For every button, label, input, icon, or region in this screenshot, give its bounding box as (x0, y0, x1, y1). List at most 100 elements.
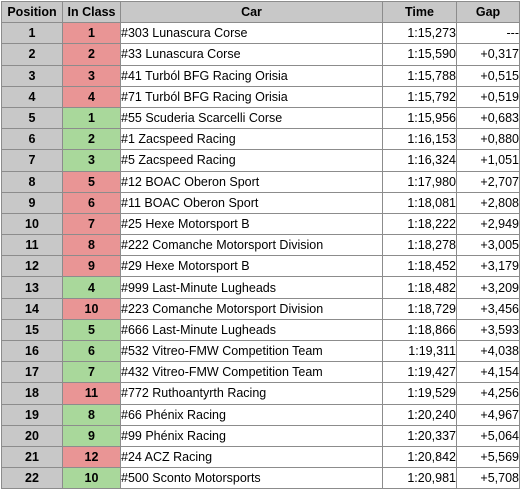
in-class-cell: 5 (62, 170, 121, 193)
in-class-cell: 4 (62, 85, 121, 108)
table-body: 1 1 #303 Lunascura Corse 1:15,273 --- 2 2 #33 L… (1, 22, 520, 490)
time-cell: 1:19,311 (382, 339, 457, 363)
in-class-cell: 7 (62, 212, 121, 236)
in-class-cell: 9 (62, 255, 121, 278)
header-position: Position (1, 0, 63, 24)
position-cell: 5 (1, 106, 63, 130)
in-class-cell: 12 (62, 445, 121, 469)
car-cell: #666 Last-Minute Lugheads (120, 318, 383, 342)
position-cell: 1 (1, 22, 63, 45)
gap-cell: +2,707 (456, 170, 520, 193)
in-class-cell: 1 (62, 106, 121, 130)
position-cell: 20 (1, 424, 63, 447)
car-cell: #772 Ruthoantyrth Racing (120, 382, 383, 405)
gap-cell: +4,038 (456, 339, 520, 363)
position-cell: 13 (1, 276, 63, 299)
car-cell: #66 Phénix Racing (120, 403, 383, 426)
car-cell: #55 Scuderia Scarcelli Corse (120, 106, 383, 130)
time-cell: 1:20,842 (382, 445, 457, 469)
gap-cell: +5,064 (456, 424, 520, 447)
car-cell: #303 Lunascura Corse (120, 22, 383, 45)
table-row: 13 4 #999 Last-Minute Lugheads 1:18,482 +3,2… (1, 276, 520, 299)
time-cell: 1:15,956 (382, 106, 457, 130)
table-row: 5 1 #55 Scuderia Scarcelli Corse 1:15,956 +0… (1, 106, 520, 130)
position-cell: 18 (1, 382, 63, 405)
position-cell: 9 (1, 191, 63, 214)
time-cell: 1:18,081 (382, 191, 457, 214)
header-in-class: In Class (62, 0, 121, 24)
in-class-cell: 6 (62, 191, 121, 214)
table-row: 2 2 #33 Lunascura Corse 1:15,590 +0,317 (1, 43, 520, 66)
gap-cell: +3,179 (456, 255, 520, 278)
table-row: 16 6 #532 Vitreo-FMW Competition Team 1:19,… (1, 339, 520, 363)
position-cell: 8 (1, 170, 63, 193)
car-cell: #25 Hexe Motorsport B (120, 212, 383, 236)
position-cell: 2 (1, 43, 63, 66)
table-row: 6 2 #1 Zacspeed Racing 1:16,153 +0,880 (1, 128, 520, 151)
gap-cell: +0,683 (456, 106, 520, 130)
gap-cell: +3,209 (456, 276, 520, 299)
in-class-cell: 8 (62, 403, 121, 426)
in-class-cell: 6 (62, 339, 121, 363)
time-cell: 1:18,452 (382, 255, 457, 278)
time-cell: 1:15,792 (382, 85, 457, 108)
gap-cell: +3,005 (456, 234, 520, 257)
position-cell: 14 (1, 297, 63, 320)
header-gap: Gap (456, 0, 520, 24)
time-cell: 1:17,980 (382, 170, 457, 193)
table-row: 17 7 #432 Vitreo-FMW Competition Team 1:19,… (1, 361, 520, 384)
table-row: 22 10 #500 Sconto Motorsports 1:20,981 +5,70… (1, 467, 520, 490)
in-class-cell: 3 (62, 149, 121, 172)
in-class-cell: 8 (62, 234, 121, 257)
position-cell: 16 (1, 339, 63, 363)
time-cell: 1:18,482 (382, 276, 457, 299)
in-class-cell: 11 (62, 382, 121, 405)
in-class-cell: 1 (62, 22, 121, 45)
gap-cell: +0,880 (456, 128, 520, 151)
car-cell: #500 Sconto Motorsports (120, 467, 383, 490)
table-row: 9 6 #11 BOAC Oberon Sport 1:18,081 +2,808 (1, 191, 520, 214)
time-cell: 1:18,278 (382, 234, 457, 257)
car-cell: #29 Hexe Motorsport B (120, 255, 383, 278)
car-cell: #71 Turból BFG Racing Orisia (120, 85, 383, 108)
car-cell: #99 Phénix Racing (120, 424, 383, 447)
table-row: 15 5 #666 Last-Minute Lugheads 1:18,866 +3,5… (1, 318, 520, 342)
car-cell: #432 Vitreo-FMW Competition Team (120, 361, 383, 384)
time-cell: 1:20,240 (382, 403, 457, 426)
position-cell: 7 (1, 149, 63, 172)
position-cell: 15 (1, 318, 63, 342)
in-class-cell: 2 (62, 128, 121, 151)
time-cell: 1:15,788 (382, 64, 457, 87)
position-cell: 10 (1, 212, 63, 236)
position-cell: 22 (1, 467, 63, 490)
in-class-cell: 7 (62, 361, 121, 384)
car-cell: #223 Comanche Motorsport Division (120, 297, 383, 320)
car-cell: #41 Turból BFG Racing Orisia (120, 64, 383, 87)
time-cell: 1:16,153 (382, 128, 457, 151)
time-cell: 1:19,529 (382, 382, 457, 405)
table-row: 12 9 #29 Hexe Motorsport B 1:18,452 +3,179 (1, 255, 520, 278)
car-cell: #33 Lunascura Corse (120, 43, 383, 66)
gap-cell: +0,317 (456, 43, 520, 66)
gap-cell: --- (456, 22, 520, 45)
gap-cell: +1,051 (456, 149, 520, 172)
position-cell: 6 (1, 128, 63, 151)
car-cell: #11 BOAC Oberon Sport (120, 191, 383, 214)
table-row: 14 10 #223 Comanche Motorsport Division 1:1… (1, 297, 520, 320)
header-row: Position In Class Car Time Gap (1, 0, 520, 24)
gap-cell: +4,154 (456, 361, 520, 384)
time-cell: 1:19,427 (382, 361, 457, 384)
in-class-cell: 10 (62, 467, 121, 490)
car-cell: #5 Zacspeed Racing (120, 149, 383, 172)
gap-cell: +5,569 (456, 445, 520, 469)
car-cell: #1 Zacspeed Racing (120, 128, 383, 151)
table-row: 4 4 #71 Turból BFG Racing Orisia 1:15,792 +0… (1, 85, 520, 108)
table-row: 18 11 #772 Ruthoantyrth Racing 1:19,529 +4,2… (1, 382, 520, 405)
car-cell: #999 Last-Minute Lugheads (120, 276, 383, 299)
in-class-cell: 2 (62, 43, 121, 66)
in-class-cell: 3 (62, 64, 121, 87)
table-row: 20 9 #99 Phénix Racing 1:20,337 +5,064 (1, 424, 520, 447)
gap-cell: +3,593 (456, 318, 520, 342)
gap-cell: +2,808 (456, 191, 520, 214)
